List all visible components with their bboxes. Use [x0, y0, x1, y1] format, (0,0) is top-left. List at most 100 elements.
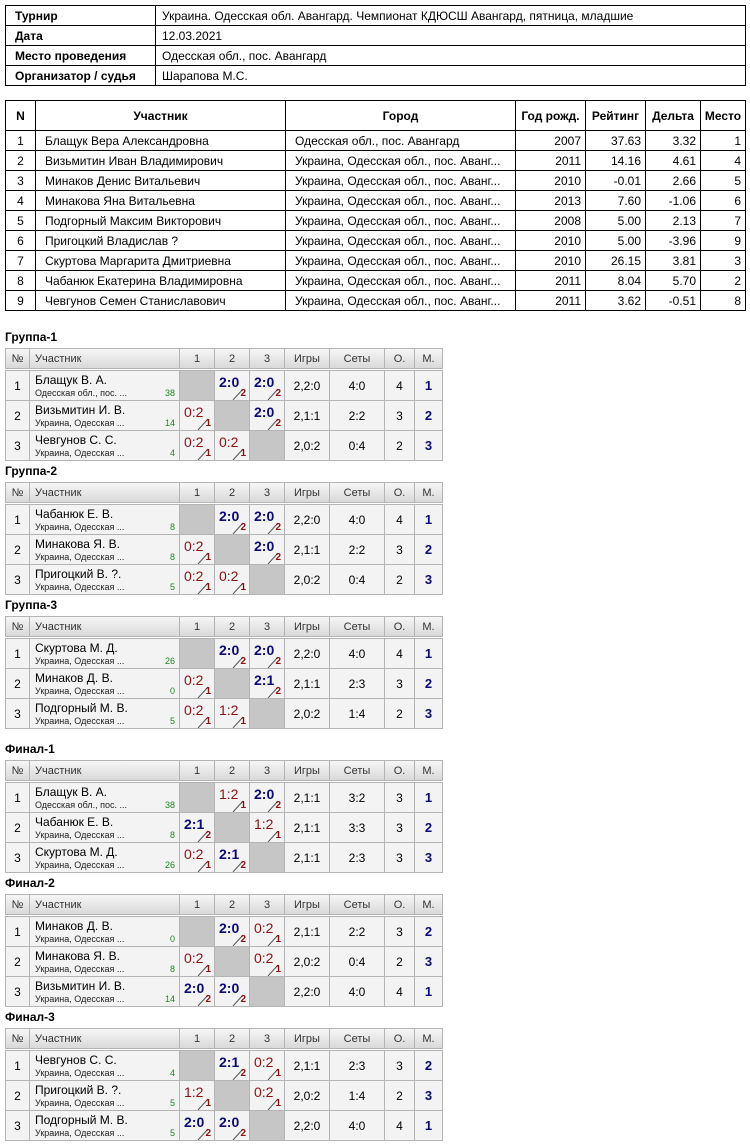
result-cell: 2:1 2	[249, 668, 285, 699]
result-cell: 0:2 1	[249, 1050, 285, 1081]
games: 2,1:1	[284, 668, 330, 699]
participants-cell: Украина, Одесская обл., пос. Аванг...	[285, 210, 516, 231]
participant-cell: Минакова Я. В. Украина, Одесская ... 8	[29, 534, 180, 565]
sets: 4:0	[329, 1110, 385, 1141]
slash-line	[232, 522, 244, 534]
group-header: О.	[384, 482, 415, 503]
participants-cell: 2013	[515, 190, 586, 211]
place: 2	[414, 534, 443, 565]
result-cell	[214, 400, 250, 431]
participants-header: Место	[700, 100, 746, 131]
result-cell: 0:2 1	[214, 564, 250, 595]
place: 2	[414, 916, 443, 947]
result-points: 1	[205, 860, 211, 871]
group-header: №	[5, 894, 30, 915]
result-slash	[267, 656, 279, 668]
games: 2,2:0	[284, 504, 330, 535]
result-cell: 2:0 2	[249, 504, 285, 535]
group-header: №	[5, 482, 30, 503]
slash-line	[232, 716, 244, 728]
result-points: 1	[275, 1068, 281, 1079]
result-score: 2:0	[219, 920, 240, 936]
group-header: М.	[414, 482, 443, 503]
slash-line	[267, 1098, 279, 1110]
result-points: 1	[275, 964, 281, 975]
participant-name: Чабанюк Е. В.	[35, 815, 114, 829]
slash-line	[197, 582, 209, 594]
participants-cell: 3	[700, 250, 746, 271]
participants-cell: 5.70	[645, 270, 701, 291]
group-header: Игры	[284, 760, 330, 781]
result-cell: 0:2 1	[179, 842, 215, 873]
points: 2	[384, 564, 415, 595]
participant-cell: Пригоцкий В. ?. Украина, Одесская ... 5	[29, 564, 180, 595]
participant-city: Украина, Одесская ...	[35, 656, 125, 666]
place: 2	[414, 1050, 443, 1081]
result-cell: 2:0 2	[249, 534, 285, 565]
result-points: 2	[240, 934, 246, 945]
participants-cell: 37.63	[585, 130, 646, 151]
participant-rating: 38	[164, 800, 175, 810]
group-header: Игры	[284, 348, 330, 369]
result-slash	[197, 448, 209, 460]
result-points: 1	[205, 448, 211, 459]
result-points: 2	[275, 686, 281, 697]
row-number: 1	[5, 638, 30, 669]
result-slash	[267, 1068, 279, 1080]
row-number: 3	[5, 698, 30, 729]
result-slash	[197, 830, 209, 842]
result-score: 0:2	[184, 404, 204, 420]
participants-cell: 14.16	[585, 150, 646, 171]
participants-cell: 2	[700, 270, 746, 291]
games: 2,2:0	[284, 1110, 330, 1141]
result-cell	[214, 534, 250, 565]
result-points: 2	[205, 1128, 211, 1139]
group-title: Финал-3	[5, 1010, 55, 1024]
info-label: Дата	[5, 25, 156, 46]
result-cell	[214, 1080, 250, 1111]
participants-cell: 26.15	[585, 250, 646, 271]
group-header: Участник	[29, 894, 180, 915]
participant-name: Блащук В. А.	[35, 785, 108, 799]
participants-cell: 2010	[515, 230, 586, 251]
result-cell: 1:2 1	[179, 1080, 215, 1111]
participants-cell: 3.81	[645, 250, 701, 271]
participant-name: Скуртова М. Д.	[35, 845, 118, 859]
participant-name: Чабанюк Е. В.	[35, 507, 114, 521]
participants-cell: Украина, Одесская обл., пос. Аванг...	[285, 290, 516, 311]
participants-cell: Блащук Вера Александровна	[35, 130, 286, 151]
games: 2,2:0	[284, 976, 330, 1007]
points: 4	[384, 638, 415, 669]
result-slash	[267, 934, 279, 946]
result-cell	[249, 1110, 285, 1141]
result-slash	[232, 656, 244, 668]
result-cell	[179, 370, 215, 401]
group-title: Финал-2	[5, 876, 55, 890]
info-value: Украина. Одесская обл. Авангард. Чемпион…	[155, 5, 746, 26]
group-header: №	[5, 348, 30, 369]
result-score: 2:0	[254, 404, 275, 420]
points: 4	[384, 976, 415, 1007]
group-header: 1	[179, 1028, 215, 1049]
slash-line	[267, 1068, 279, 1080]
result-slash	[267, 418, 279, 430]
group-header: 3	[249, 348, 285, 369]
info-value: Одесская обл., пос. Авангард	[155, 45, 746, 66]
participant-name: Подгорный М. В.	[35, 701, 128, 715]
points: 3	[384, 534, 415, 565]
group-header: О.	[384, 1028, 415, 1049]
participant-city: Украина, Одесская ...	[35, 582, 125, 592]
result-points: 2	[275, 522, 281, 533]
row-number: 1	[5, 916, 30, 947]
participant-rating: 14	[164, 994, 175, 1004]
result-points: 1	[275, 830, 281, 841]
sets: 0:4	[329, 430, 385, 461]
group-header: №	[5, 760, 30, 781]
participant-city: Украина, Одесская ...	[35, 1098, 125, 1108]
result-score: 2:0	[219, 980, 240, 996]
games: 2,1:1	[284, 842, 330, 873]
participants-cell: 9	[5, 290, 36, 311]
slash-line	[197, 830, 209, 842]
place: 3	[414, 430, 443, 461]
participant-city: Украина, Одесская ...	[35, 994, 125, 1004]
